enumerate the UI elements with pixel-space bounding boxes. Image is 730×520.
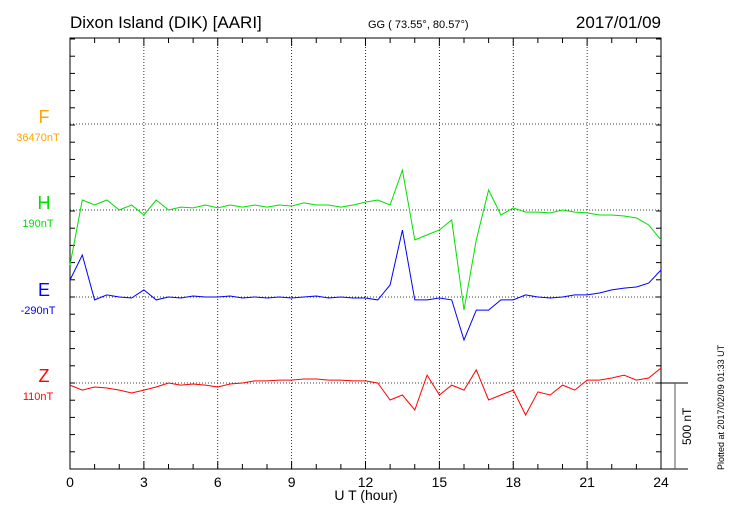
coordinates: GG ( 73.55°, 80.57°) [368,19,469,31]
baseline-label-z: 110nT [23,391,54,403]
x-tick-label: 21 [579,474,595,490]
series-name-e: E [38,280,50,300]
x-tick-label: 18 [505,474,521,490]
series-line-e [69,229,662,342]
x-tick-label: 24 [653,474,669,490]
baseline-label-e: -290nT [21,305,56,317]
series-line-h [69,168,662,310]
series-name-z: Z [39,366,50,386]
date-label: 2017/01/09 [576,13,661,32]
x-tick-label: 9 [288,474,296,490]
x-tick-label: 15 [432,474,448,490]
x-tick-label: 0 [66,474,74,490]
series-line-z [69,367,662,417]
series-name-f: F [39,107,50,127]
x-axis-label: U T (hour) [334,487,397,503]
x-tick-label: 3 [140,474,148,490]
plotted-at-label: Plotted at 2017/02/09 01:33 UT [716,344,726,470]
scale-label: 500 nT [680,407,694,445]
baseline-label-f: 36470nT [16,132,60,144]
x-tick-label: 12 [358,474,374,490]
x-tick-label: 6 [214,474,222,490]
station-title: Dixon Island (DIK) [AARI] [70,13,262,32]
series-name-h: H [38,193,51,213]
baseline-label-h: 190nT [22,218,53,230]
